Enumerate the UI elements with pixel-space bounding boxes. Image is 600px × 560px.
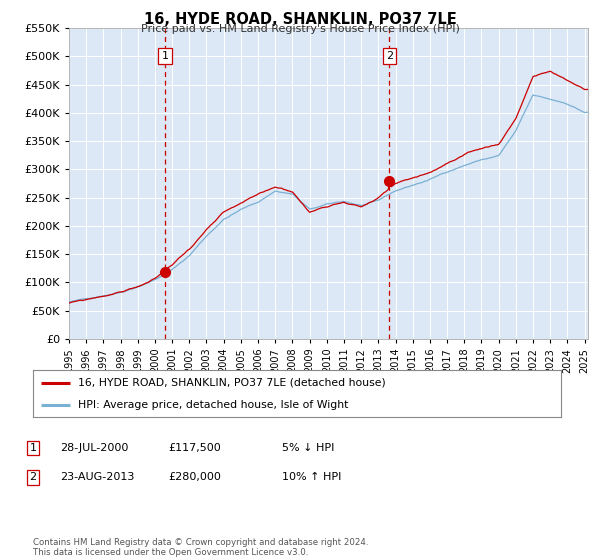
Text: £280,000: £280,000 [168, 472, 221, 482]
Text: 2: 2 [29, 472, 37, 482]
Text: 5% ↓ HPI: 5% ↓ HPI [282, 443, 334, 453]
Text: £117,500: £117,500 [168, 443, 221, 453]
Text: 1: 1 [29, 443, 37, 453]
Text: 23-AUG-2013: 23-AUG-2013 [60, 472, 134, 482]
Text: 16, HYDE ROAD, SHANKLIN, PO37 7LE: 16, HYDE ROAD, SHANKLIN, PO37 7LE [143, 12, 457, 27]
Text: 2: 2 [386, 51, 393, 61]
Text: Contains HM Land Registry data © Crown copyright and database right 2024.
This d: Contains HM Land Registry data © Crown c… [33, 538, 368, 557]
Text: 10% ↑ HPI: 10% ↑ HPI [282, 472, 341, 482]
Text: 28-JUL-2000: 28-JUL-2000 [60, 443, 128, 453]
Text: Price paid vs. HM Land Registry's House Price Index (HPI): Price paid vs. HM Land Registry's House … [140, 24, 460, 34]
Text: 16, HYDE ROAD, SHANKLIN, PO37 7LE (detached house): 16, HYDE ROAD, SHANKLIN, PO37 7LE (detac… [78, 378, 386, 388]
Text: HPI: Average price, detached house, Isle of Wight: HPI: Average price, detached house, Isle… [78, 400, 348, 410]
Text: 1: 1 [161, 51, 169, 61]
